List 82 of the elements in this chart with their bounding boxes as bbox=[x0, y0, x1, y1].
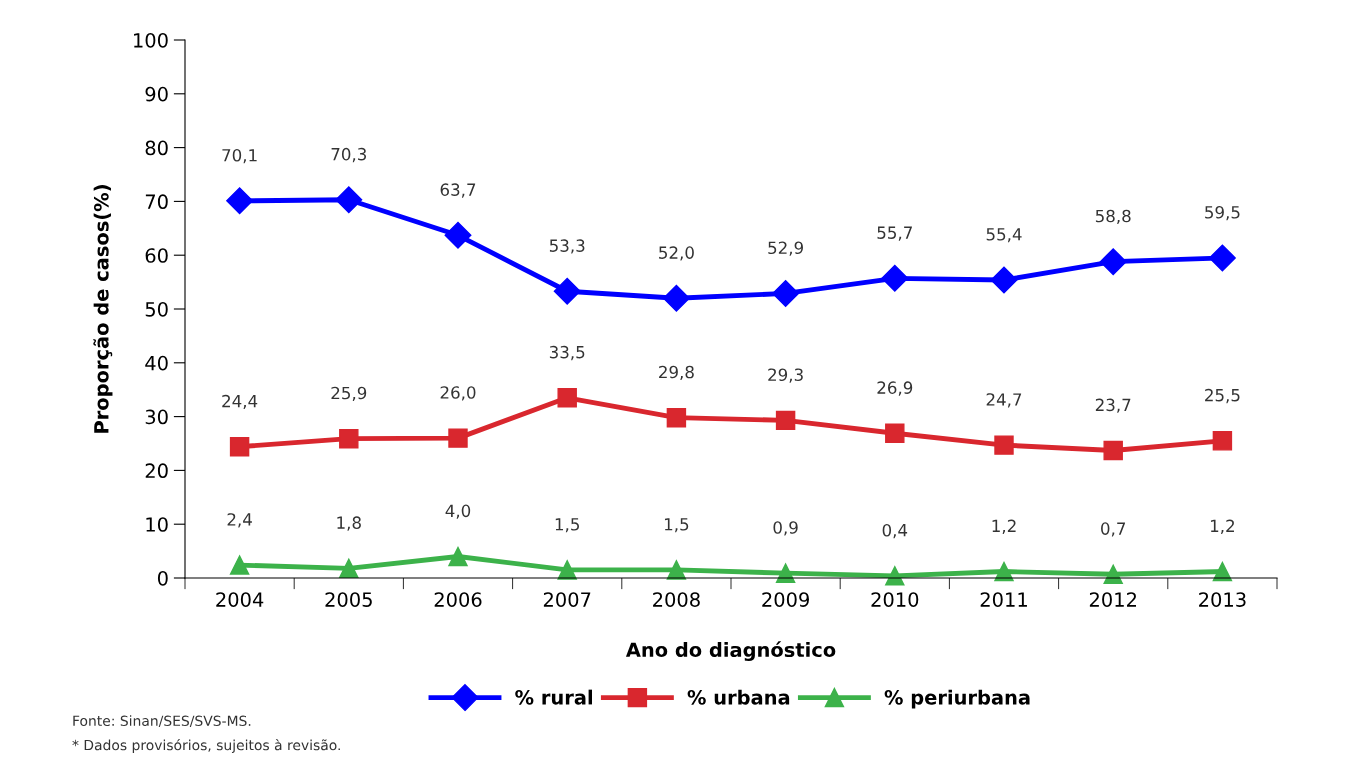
data-label: 2,4 bbox=[227, 513, 252, 528]
data-label: 58,8 bbox=[1095, 209, 1131, 225]
y-axis-title: Proporção de casos(%) bbox=[93, 185, 113, 433]
y-tick-label: 50 bbox=[145, 301, 168, 317]
x-tick-label: 2010 bbox=[871, 592, 919, 607]
data-label: 70,1 bbox=[222, 148, 257, 164]
text: * Dados provisórios, sujeitos à revisão. bbox=[72, 739, 340, 753]
x-tick-label: 2004 bbox=[216, 592, 264, 607]
point bbox=[448, 428, 468, 448]
y-tick-label: 90 bbox=[145, 86, 168, 102]
legend-label: % periurbana bbox=[884, 689, 1030, 709]
data-label: 55,7 bbox=[877, 226, 912, 241]
data-label: 29,8 bbox=[659, 365, 694, 381]
point bbox=[1208, 244, 1236, 272]
point bbox=[229, 437, 250, 457]
data-label: 24,4 bbox=[222, 394, 258, 410]
data-label: 0,9 bbox=[773, 521, 798, 536]
data-label: 70,3 bbox=[331, 147, 367, 163]
source-note: Fonte: Sinan/SES/SVS-MS. bbox=[73, 715, 251, 728]
point bbox=[772, 279, 800, 307]
data-label: 29,3 bbox=[768, 368, 803, 383]
data-label: 1,2 bbox=[992, 519, 1016, 534]
point bbox=[1099, 248, 1127, 276]
data-label: 55,4 bbox=[986, 228, 1022, 243]
data-label: 25,9 bbox=[331, 386, 367, 402]
y-tick-label: 10 bbox=[146, 517, 168, 532]
x-tick-label: 2013 bbox=[1199, 592, 1246, 607]
x-tick-label: 2007 bbox=[543, 592, 591, 607]
point bbox=[990, 266, 1018, 294]
legend-label: % urbana bbox=[687, 689, 790, 705]
data-label: 33,5 bbox=[549, 345, 585, 361]
point bbox=[994, 435, 1014, 455]
point bbox=[666, 407, 687, 428]
point bbox=[881, 264, 909, 292]
point bbox=[553, 277, 581, 305]
y-tick-label: 40 bbox=[145, 355, 168, 371]
point bbox=[444, 221, 472, 249]
point bbox=[1103, 440, 1123, 461]
y-tick-label: 20 bbox=[145, 463, 168, 479]
data-label: 52,9 bbox=[768, 241, 803, 256]
point bbox=[229, 555, 250, 575]
x-tick-label: 2005 bbox=[325, 592, 372, 607]
data-label: 26,0 bbox=[440, 386, 476, 401]
x-tick-label: 2009 bbox=[762, 592, 809, 607]
point bbox=[226, 187, 254, 215]
point bbox=[339, 558, 359, 579]
data-label: 53,3 bbox=[549, 239, 585, 254]
data-label: 1,5 bbox=[664, 518, 689, 533]
data-label: 1,5 bbox=[555, 518, 579, 533]
point bbox=[885, 566, 905, 586]
data-label: 24,7 bbox=[986, 393, 1022, 408]
y-tick-label: 60 bbox=[145, 248, 168, 263]
point bbox=[775, 410, 796, 431]
data-label: 1,8 bbox=[337, 516, 361, 531]
y-tick-label: 30 bbox=[145, 409, 168, 425]
x-tick-label: 2006 bbox=[434, 592, 482, 607]
y-tick-label: 80 bbox=[145, 140, 168, 156]
data-label: 59,5 bbox=[1205, 205, 1240, 221]
data-label: 4,0 bbox=[445, 504, 471, 519]
data-label: 23,7 bbox=[1095, 398, 1131, 413]
x-tick-label: 2008 bbox=[653, 592, 700, 607]
y-tick-label: 100 bbox=[134, 32, 168, 48]
x-axis-title: Ano do diagnóstico bbox=[625, 641, 836, 662]
data-label: 25,5 bbox=[1205, 388, 1240, 404]
data-label: 26,9 bbox=[877, 381, 913, 396]
x-tick-label: 2011 bbox=[980, 592, 1027, 607]
point bbox=[1212, 431, 1233, 451]
data-label: 0,7 bbox=[1101, 522, 1126, 537]
data-label: 1,2 bbox=[1210, 519, 1234, 534]
data-label: 0,4 bbox=[882, 523, 908, 539]
point bbox=[335, 186, 363, 214]
point bbox=[448, 546, 468, 567]
y-tick-label: 0 bbox=[157, 570, 168, 586]
point bbox=[662, 284, 690, 312]
point bbox=[339, 428, 359, 449]
data-label: 63,7 bbox=[440, 183, 476, 198]
y-tick-label: 70 bbox=[145, 194, 168, 210]
legend-label: % rural bbox=[515, 689, 592, 705]
point bbox=[557, 388, 577, 408]
point bbox=[885, 423, 905, 444]
x-tick-label: 2012 bbox=[1089, 592, 1136, 607]
data-label: 52,0 bbox=[659, 246, 694, 261]
